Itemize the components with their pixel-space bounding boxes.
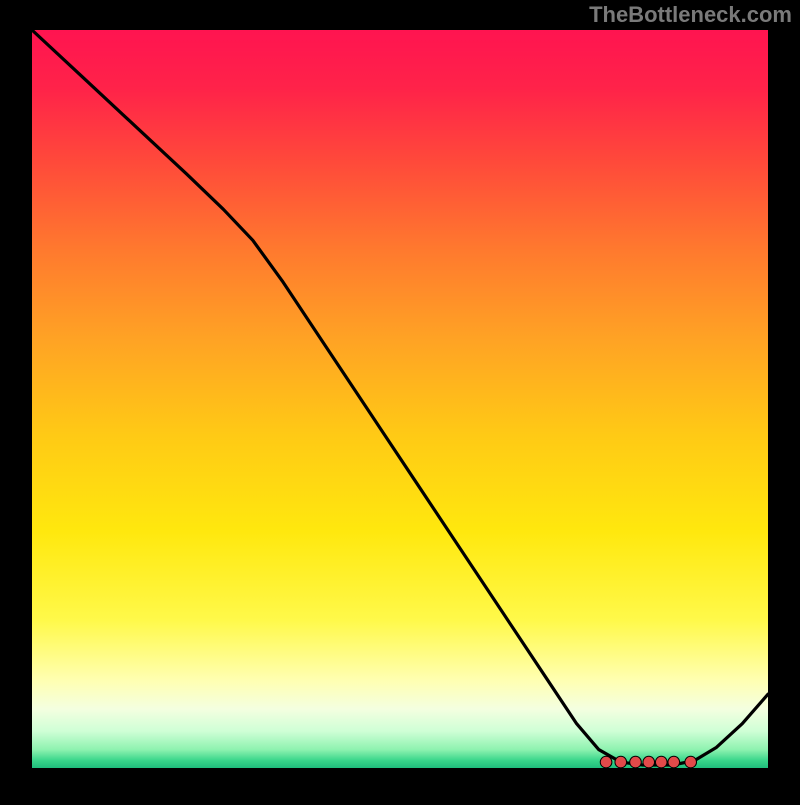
watermark-text: TheBottleneck.com [589, 2, 792, 28]
chart-svg [0, 0, 800, 800]
data-marker [615, 756, 627, 768]
gradient-plot-area [32, 30, 768, 768]
data-marker [685, 756, 697, 768]
data-marker [655, 756, 667, 768]
data-marker [668, 756, 680, 768]
data-marker [643, 756, 655, 768]
data-marker [630, 756, 642, 768]
chart-frame [0, 0, 800, 800]
data-marker [600, 756, 612, 768]
